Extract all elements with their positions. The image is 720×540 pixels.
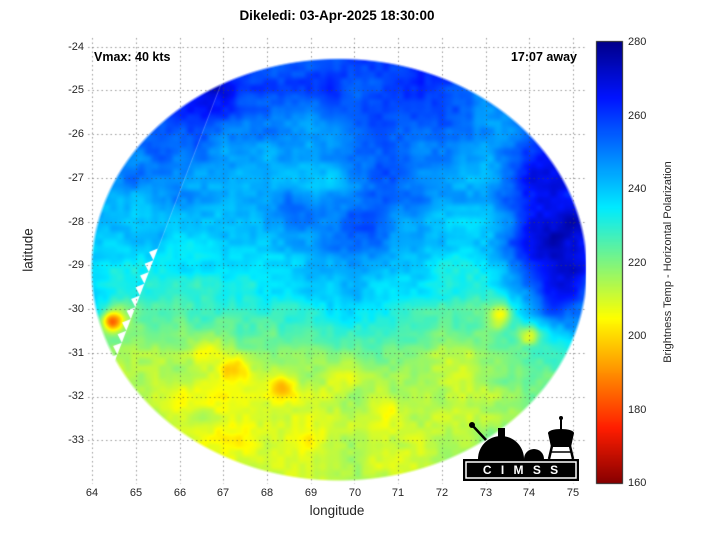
water-tower-icon <box>547 416 575 460</box>
x-tick-72: 72 <box>435 487 449 499</box>
colorbar-tick-260: 260 <box>628 110 647 122</box>
logo-banner-border <box>465 461 577 479</box>
y-tick--31: -31 <box>68 347 84 359</box>
x-tick-70: 70 <box>348 487 362 499</box>
colorbar-tick-220: 220 <box>628 257 647 269</box>
y-tick--29: -29 <box>68 259 84 271</box>
vmax-annotation: Vmax: 40 kts <box>94 50 171 64</box>
small-dome-icon <box>524 449 544 459</box>
y-tick--30: -30 <box>68 303 84 315</box>
cimss-logo: C I M S S <box>463 416 579 481</box>
y-tick--33: -33 <box>68 434 84 446</box>
x-tick-69: 69 <box>304 487 318 499</box>
y-tick--24: -24 <box>68 41 84 53</box>
y-axis-label: latitude <box>20 228 36 272</box>
observatory-silhouette-icon <box>469 416 575 460</box>
colorbar-tick-200: 200 <box>628 330 647 342</box>
y-tick--25: -25 <box>68 84 84 96</box>
x-tick-67: 67 <box>216 487 230 499</box>
x-tick-75: 75 <box>566 487 580 499</box>
dome-slit-icon <box>498 428 505 437</box>
colorbar-tick-280: 280 <box>628 36 647 48</box>
colorbar-tick-180: 180 <box>628 404 647 416</box>
time-away-annotation: 17:07 away <box>510 50 577 64</box>
x-tick-65: 65 <box>129 487 143 499</box>
colorbar-tick-160: 160 <box>628 477 647 489</box>
x-axis-label: longitude <box>309 503 365 518</box>
y-tick--27: -27 <box>68 172 84 184</box>
x-tick-74: 74 <box>522 487 536 499</box>
y-tick--28: -28 <box>68 216 84 228</box>
plot-title: Dikeledi: 03-Apr-2025 18:30:00 <box>239 8 435 23</box>
observatory-dome-icon <box>478 436 524 459</box>
cimss-logo-text: C I M S S <box>483 463 561 477</box>
x-tick-66: 66 <box>173 487 187 499</box>
x-tick-73: 73 <box>479 487 493 499</box>
x-tick-71: 71 <box>391 487 405 499</box>
colorbar-tick-240: 240 <box>628 183 647 195</box>
colorbar-label: Brightness Temp - Horizontal Polarizatio… <box>662 161 674 363</box>
antenna-tip-icon <box>469 422 475 428</box>
y-tick--26: -26 <box>68 128 84 140</box>
antenna-icon <box>471 424 487 441</box>
x-tick-64: 64 <box>85 487 99 499</box>
y-tick--32: -32 <box>68 390 84 402</box>
logo-banner <box>463 459 579 481</box>
x-tick-68: 68 <box>260 487 274 499</box>
